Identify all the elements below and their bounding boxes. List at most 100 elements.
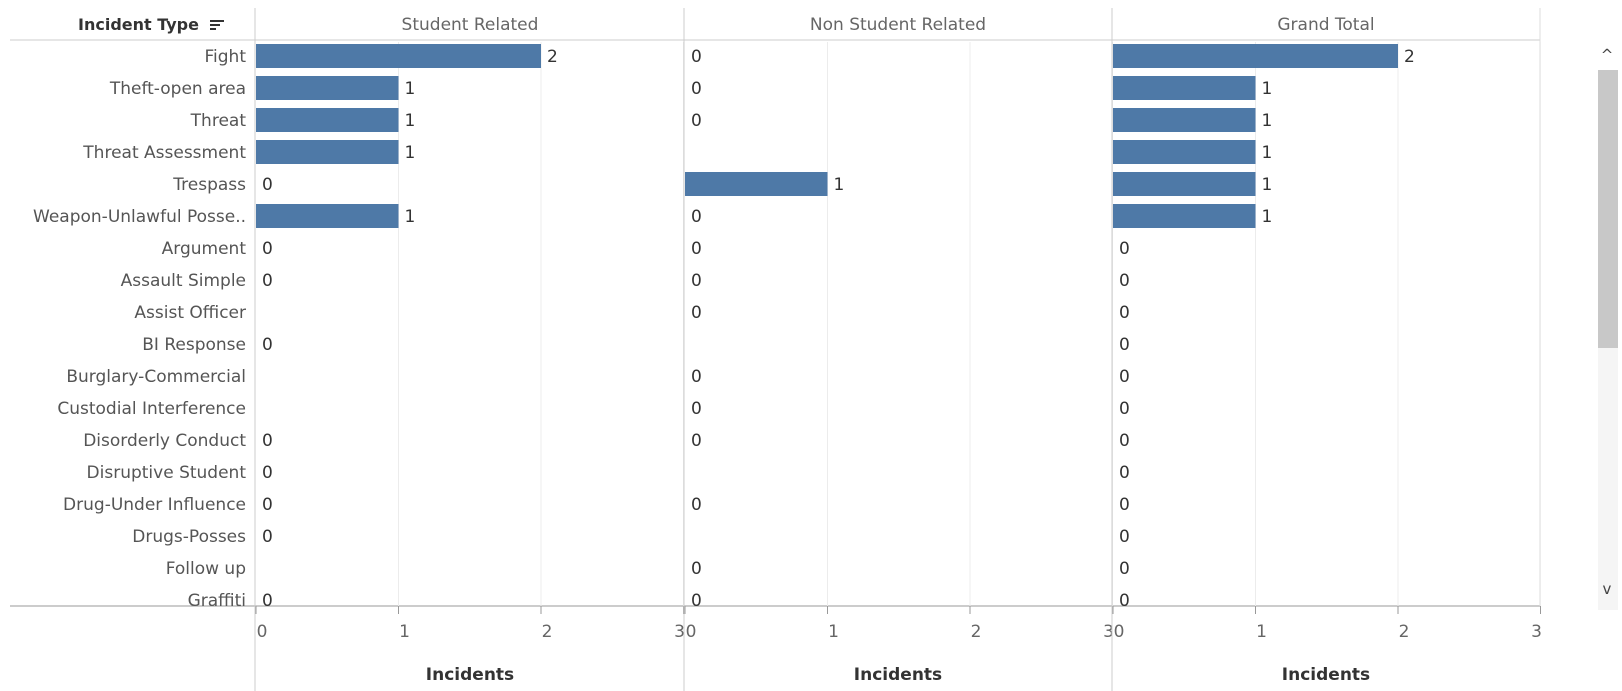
column-header-student-related: Student Related	[401, 15, 539, 35]
bar	[1113, 204, 1256, 228]
bar	[1113, 172, 1256, 196]
x-tick-label: 1	[828, 622, 839, 642]
x-tick-label: 3	[674, 622, 685, 642]
data-label: 0	[691, 47, 702, 67]
x-tick-label: 2	[1399, 622, 1410, 642]
data-label: 1	[405, 207, 416, 227]
x-tick-label: 0	[1114, 622, 1125, 642]
category-label: Follow up	[166, 559, 246, 579]
bar	[1113, 140, 1256, 164]
data-label: 0	[262, 239, 273, 259]
data-label: 0	[1119, 559, 1130, 579]
category-label: Threat Assessment	[82, 143, 246, 163]
chevron-down-icon[interactable]: v	[1602, 580, 1612, 598]
category-label: Threat	[190, 111, 247, 131]
data-label: 0	[1119, 463, 1130, 483]
data-label: 1	[405, 143, 416, 163]
bar	[256, 108, 399, 132]
sort-descending-icon[interactable]	[209, 17, 225, 33]
x-axis-title-student-related: Incidents	[425, 665, 515, 685]
data-label: 0	[691, 591, 702, 611]
data-label: 0	[691, 271, 702, 291]
data-label: 0	[262, 527, 273, 547]
data-label: 1	[1262, 79, 1273, 99]
data-label: 2	[547, 47, 558, 67]
data-label: 0	[262, 463, 273, 483]
category-label: Graffiti	[188, 591, 246, 611]
data-label: 1	[1262, 143, 1273, 163]
category-label: Custodial Interference	[57, 399, 246, 419]
data-label: 0	[1119, 495, 1130, 515]
data-label: 0	[1119, 303, 1130, 323]
data-label: 0	[262, 431, 273, 451]
data-label: 0	[691, 207, 702, 227]
data-label: 0	[262, 591, 273, 611]
data-label: 1	[1262, 207, 1273, 227]
data-label: 0	[1119, 271, 1130, 291]
category-label: Theft-open area	[109, 79, 246, 99]
data-label: 0	[1119, 591, 1130, 611]
category-label: Assist Officer	[134, 303, 246, 323]
data-label: 0	[1119, 367, 1130, 387]
bar	[1113, 76, 1256, 100]
category-label: Burglary-Commercial	[66, 367, 246, 387]
data-label: 0	[691, 431, 702, 451]
x-axis-title-non-student-related: Incidents	[853, 665, 943, 685]
data-label: 0	[1119, 239, 1130, 259]
data-label: 1	[1262, 175, 1273, 195]
scrollbar-thumb[interactable]	[1598, 70, 1618, 348]
category-label: Drug-Under Influence	[63, 495, 246, 515]
category-label: Disruptive Student	[87, 463, 247, 483]
row-field-header[interactable]: Incident Type	[78, 15, 199, 34]
category-label: Argument	[162, 239, 247, 259]
category-label: BI Response	[142, 335, 246, 355]
category-label: Drugs-Posses	[132, 527, 246, 547]
data-label: 1	[405, 79, 416, 99]
category-label: Assault Simple	[121, 271, 246, 291]
data-label: 0	[691, 495, 702, 515]
data-label: 0	[691, 111, 702, 131]
x-tick-label: 3	[1531, 622, 1542, 642]
data-label: 0	[1119, 431, 1130, 451]
data-label: 0	[262, 495, 273, 515]
x-tick-label: 1	[1256, 622, 1267, 642]
bar	[685, 172, 828, 196]
bar	[1113, 44, 1398, 68]
category-label: Trespass	[172, 175, 246, 195]
data-label: 0	[691, 399, 702, 419]
data-label: 1	[405, 111, 416, 131]
x-tick-label: 2	[971, 622, 982, 642]
x-tick-label: 2	[542, 622, 553, 642]
data-label: 0	[262, 335, 273, 355]
category-label: Weapon-Unlawful Posse..	[33, 207, 246, 227]
x-tick-label: 0	[257, 622, 268, 642]
data-label: 0	[691, 239, 702, 259]
data-label: 0	[691, 79, 702, 99]
bar	[256, 204, 399, 228]
category-label: Fight	[205, 47, 247, 67]
data-label: 0	[691, 367, 702, 387]
data-label: 0	[262, 175, 273, 195]
column-header-non-student-related: Non Student Related	[809, 15, 987, 35]
x-tick-label: 0	[686, 622, 697, 642]
bar	[256, 76, 399, 100]
data-label: 0	[1119, 399, 1130, 419]
bar	[256, 140, 399, 164]
data-label: 0	[1119, 527, 1130, 547]
data-label: 0	[691, 303, 702, 323]
chevron-up-icon[interactable]: ^	[1600, 46, 1614, 64]
bar	[256, 44, 541, 68]
x-tick-label: 1	[399, 622, 410, 642]
category-label: Disorderly Conduct	[83, 431, 246, 451]
data-label: 0	[262, 271, 273, 291]
x-tick-label: 3	[1103, 622, 1114, 642]
data-label: 0	[1119, 335, 1130, 355]
data-label: 0	[691, 559, 702, 579]
x-axis-title-grand-total: Incidents	[1281, 665, 1371, 685]
data-label: 1	[1262, 111, 1273, 131]
column-header-grand-total: Grand Total	[1277, 15, 1375, 35]
bar	[1113, 108, 1256, 132]
data-label: 2	[1404, 47, 1415, 67]
data-label: 1	[834, 175, 845, 195]
